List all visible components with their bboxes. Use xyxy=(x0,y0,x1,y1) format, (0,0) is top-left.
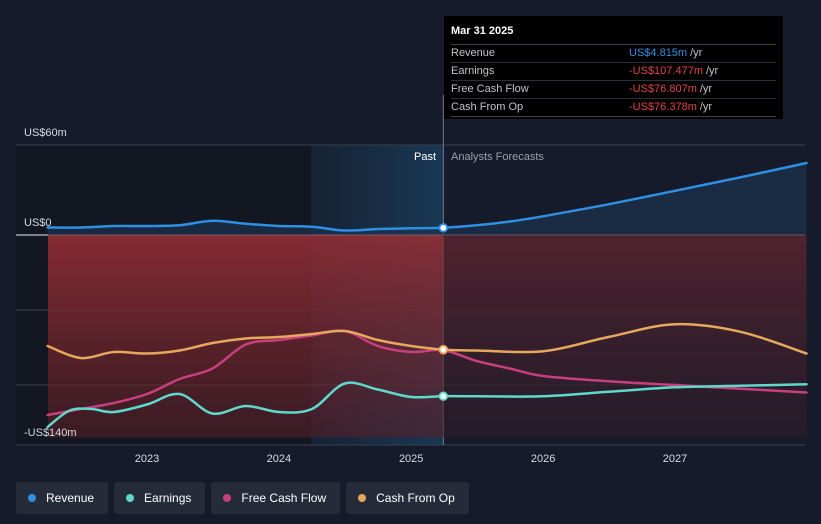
earnings-marker xyxy=(438,391,449,401)
legend-label: Earnings xyxy=(144,491,192,505)
revenue-line xyxy=(46,161,808,232)
legend-dot-icon xyxy=(223,494,232,502)
tooltip-row-unit: /yr xyxy=(706,65,719,77)
tooltip-row-value: -US$107.477m xyxy=(629,65,703,77)
tooltip: Mar 31 2025 Revenue US$4.815m/yr Earnings -… xyxy=(444,16,783,119)
tooltip-row-value: -US$76.378m xyxy=(629,101,697,113)
legend-label: Free Cash Flow xyxy=(241,491,327,505)
tooltip-row-label: Revenue xyxy=(451,47,496,59)
legend-label: Cash From Op xyxy=(376,491,455,505)
tooltip-row-label: Cash From Op xyxy=(451,101,524,113)
x-tick-label-2027: 2027 xyxy=(663,453,687,465)
y-label-bottom: -US$140m xyxy=(24,427,77,439)
x-tick-label-2026: 2026 xyxy=(531,453,555,465)
x-tick-label-2025: 2025 xyxy=(399,453,423,465)
free-cash-flow-line xyxy=(46,329,808,417)
revenue-area xyxy=(47,163,807,235)
x-tick-label-2024: 2024 xyxy=(267,453,291,465)
tooltip-row-free-cash-flow: Free Cash Flow -US$76.807m/yr xyxy=(451,81,776,99)
legend-dot-icon xyxy=(126,494,135,502)
x-tick-label-2023: 2023 xyxy=(135,453,159,465)
cash-from-op-line xyxy=(46,322,808,360)
tooltip-row-unit: /yr xyxy=(690,47,703,59)
past-label: Past xyxy=(414,151,436,163)
earnings-line xyxy=(46,381,808,429)
legend: Revenue Earnings Free Cash Flow Cash From O… xyxy=(16,482,469,514)
y-label-zero: US$0 xyxy=(24,217,52,229)
legend-item-cash-from-op[interactable]: Cash From Op xyxy=(346,482,469,514)
legend-item-earnings[interactable]: Earnings xyxy=(114,482,206,514)
tooltip-row-label: Earnings xyxy=(451,65,495,77)
tooltip-row-value: -US$76.807m xyxy=(629,83,697,95)
legend-dot-icon xyxy=(28,494,36,502)
forecast-label: Analysts Forecasts xyxy=(451,151,544,163)
legend-item-revenue[interactable]: Revenue xyxy=(16,482,109,514)
revenue-marker xyxy=(438,223,449,233)
negative-area-forecast xyxy=(443,235,807,438)
tooltip-row-revenue: Revenue US$4.815m/yr xyxy=(451,45,776,63)
legend-item-free-cash-flow[interactable]: Free Cash Flow xyxy=(211,482,341,514)
tooltip-row-unit: /yr xyxy=(699,83,713,95)
tooltip-row-value: US$4.815m xyxy=(629,47,688,59)
tooltip-row-label: Free Cash Flow xyxy=(451,83,529,95)
tooltip-row-cash-from-op: Cash From Op -US$76.378m/yr xyxy=(451,99,776,117)
tooltip-row-unit: /yr xyxy=(699,101,713,113)
tooltip-row-earnings: Earnings -US$107.477m/yr xyxy=(451,63,776,81)
legend-label: Revenue xyxy=(46,491,95,505)
cash-from-op-marker xyxy=(438,344,449,355)
y-label-top: US$60m xyxy=(24,127,67,139)
tooltip-date: Mar 31 2025 xyxy=(451,24,776,45)
legend-dot-icon xyxy=(358,494,367,502)
